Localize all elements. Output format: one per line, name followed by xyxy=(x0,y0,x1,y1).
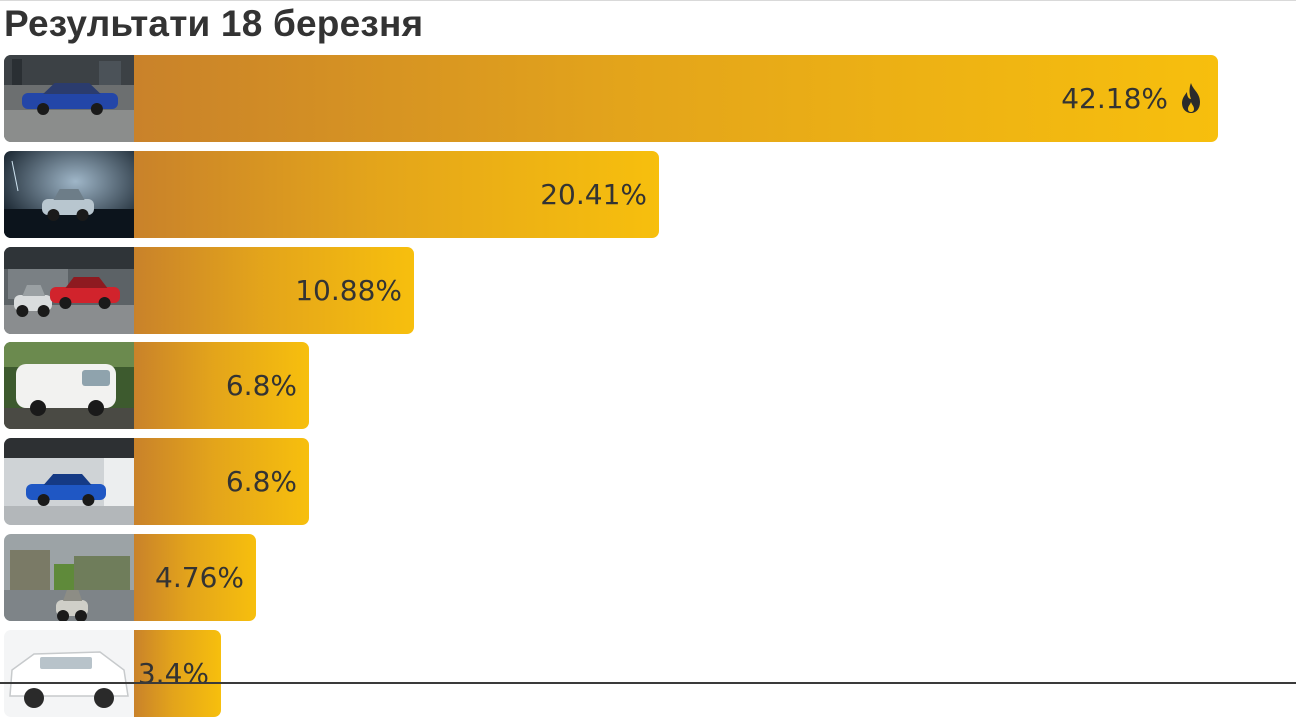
bar-row: 3.4% xyxy=(4,630,221,717)
bar-row: 6.8% xyxy=(4,342,309,429)
fire-icon xyxy=(1182,83,1200,113)
bar-value-label: 20.41% xyxy=(540,178,647,211)
blue-car-showroom-icon xyxy=(4,438,134,525)
bar-value-label: 6.8% xyxy=(225,369,297,402)
white-suv-icon xyxy=(4,630,134,717)
chart-bar: 4.76% xyxy=(134,534,256,621)
bar-value-label: 42.18% xyxy=(1061,82,1168,115)
bar-value-label: 10.88% xyxy=(295,274,402,307)
results-bar-chart: 42.18% 20.41% 10.88% 6.8% 6.8% xyxy=(4,55,1218,717)
bar-row: 6.8% xyxy=(4,438,309,525)
page-title: Результати 18 березня xyxy=(4,3,424,44)
bar-value-label: 3.4% xyxy=(137,657,209,690)
bar-row: 10.88% xyxy=(4,247,414,334)
bar-row: 20.41% xyxy=(4,151,659,238)
flooded-street-icon xyxy=(4,534,134,621)
chart-bar: 6.8% xyxy=(134,438,309,525)
bar-row: 42.18% xyxy=(4,55,1218,142)
bar-row: 4.76% xyxy=(4,534,256,621)
top-divider xyxy=(0,0,1296,1)
chart-bar: 42.18% xyxy=(134,55,1218,142)
bar-value-label: 6.8% xyxy=(225,465,297,498)
chart-bar: 3.4% xyxy=(134,630,221,717)
blue-sedan-icon xyxy=(4,55,134,142)
red-hatchback-icon xyxy=(4,247,134,334)
chart-bar: 6.8% xyxy=(134,342,309,429)
chart-bar: 20.41% xyxy=(134,151,659,238)
bar-value-label: 4.76% xyxy=(155,561,244,594)
night-car-icon xyxy=(4,151,134,238)
chart-bar: 10.88% xyxy=(134,247,414,334)
white-van-icon xyxy=(4,342,134,429)
bottom-divider xyxy=(0,682,1296,684)
